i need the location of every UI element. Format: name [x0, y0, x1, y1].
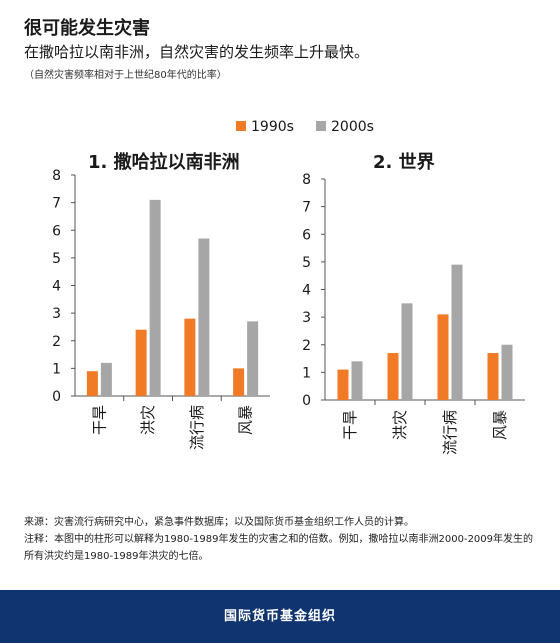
bar-0-0-0 — [86, 371, 98, 396]
bar-0-0-2 — [184, 318, 196, 396]
x-category-label-1-3: 风暴 — [491, 410, 509, 440]
bar-1-1-3 — [501, 344, 513, 400]
y-tick-label-1-2: 2 — [302, 338, 311, 354]
x-category-label-1-1: 洪灾 — [391, 410, 409, 440]
y-tick-label-0-1: 1 — [52, 361, 61, 377]
bar-1-0-2 — [437, 314, 449, 400]
units-note: （自然灾害频率相对于上世纪80年代的比率） — [24, 70, 227, 81]
bar-1-0-0 — [337, 369, 349, 400]
legend-swatch-0 — [236, 121, 246, 131]
y-tick-label-1-8: 8 — [302, 172, 311, 188]
legend-label-1: 2000s — [331, 119, 374, 135]
x-category-label-0-0: 干旱 — [90, 405, 108, 435]
legend-label-0: 1990s — [251, 119, 294, 135]
y-tick-label-0-8: 8 — [52, 168, 61, 184]
y-tick-label-0-6: 6 — [52, 223, 61, 239]
bar-0-1-3 — [247, 321, 259, 396]
explanatory-note: 注释：本图中的柱形可以解释为1980-1989年发生的灾害之和的倍数。例如，撒哈… — [24, 534, 534, 562]
x-category-label-0-2: 流行病 — [188, 405, 206, 450]
y-tick-label-1-4: 4 — [302, 283, 311, 299]
x-category-label-0-1: 洪灾 — [139, 405, 157, 435]
imf-banner: 国际货币基金组织 — [0, 590, 560, 643]
page-title: 很可能发生灾害 — [24, 18, 150, 39]
y-tick-label-1-5: 5 — [302, 255, 311, 271]
bar-1-1-1 — [401, 303, 413, 400]
y-tick-label-0-3: 3 — [52, 306, 61, 322]
footer-notes: 来源：灾害流行病研究中心，紧急事件数据库；以及国际货币基金组织工作人员的计算。 … — [24, 514, 539, 565]
y-tick-label-1-7: 7 — [302, 200, 311, 216]
x-category-label-0-3: 风暴 — [237, 405, 255, 435]
bar-0-1-0 — [100, 362, 112, 396]
x-category-label-1-0: 干旱 — [341, 410, 359, 440]
y-tick-label-0-0: 0 — [52, 389, 61, 405]
x-category-label-1-2: 流行病 — [441, 410, 459, 455]
source-note: 来源：灾害流行病研究中心，紧急事件数据库；以及国际货币基金组织工作人员的计算。 — [24, 517, 414, 528]
y-tick-label-0-2: 2 — [52, 334, 61, 350]
bar-1-1-0 — [351, 361, 363, 400]
bar-0-0-1 — [135, 329, 147, 396]
y-tick-label-1-3: 3 — [302, 310, 311, 326]
y-tick-label-0-4: 4 — [52, 279, 61, 295]
chart-title-1: 2. 世界 — [373, 152, 435, 173]
bar-0-1-1 — [149, 199, 161, 396]
chart-area: 1990s 2000s 1. 撒哈拉以南非洲 0 1 2 3 4 5 6 7 8 干旱 洪灾 流行病 风暴 2.… — [52, 119, 525, 455]
y-tick-label-0-5: 5 — [52, 251, 61, 267]
bar-0-1-2 — [198, 238, 210, 396]
y-tick-label-1-6: 6 — [302, 227, 311, 243]
page-subtitle: 在撒哈拉以南非洲，自然灾害的发生频率上升最快。 — [24, 43, 370, 61]
bar-1-1-2 — [451, 264, 463, 400]
legend-swatch-1 — [316, 121, 326, 131]
bar-1-0-1 — [387, 353, 399, 400]
y-tick-label-1-0: 0 — [302, 393, 311, 409]
bar-1-0-3 — [487, 353, 499, 400]
chart-title-0: 1. 撒哈拉以南非洲 — [88, 151, 240, 173]
bar-0-0-3 — [233, 368, 245, 396]
y-tick-label-0-7: 7 — [52, 196, 61, 212]
y-tick-label-1-1: 1 — [302, 365, 311, 381]
